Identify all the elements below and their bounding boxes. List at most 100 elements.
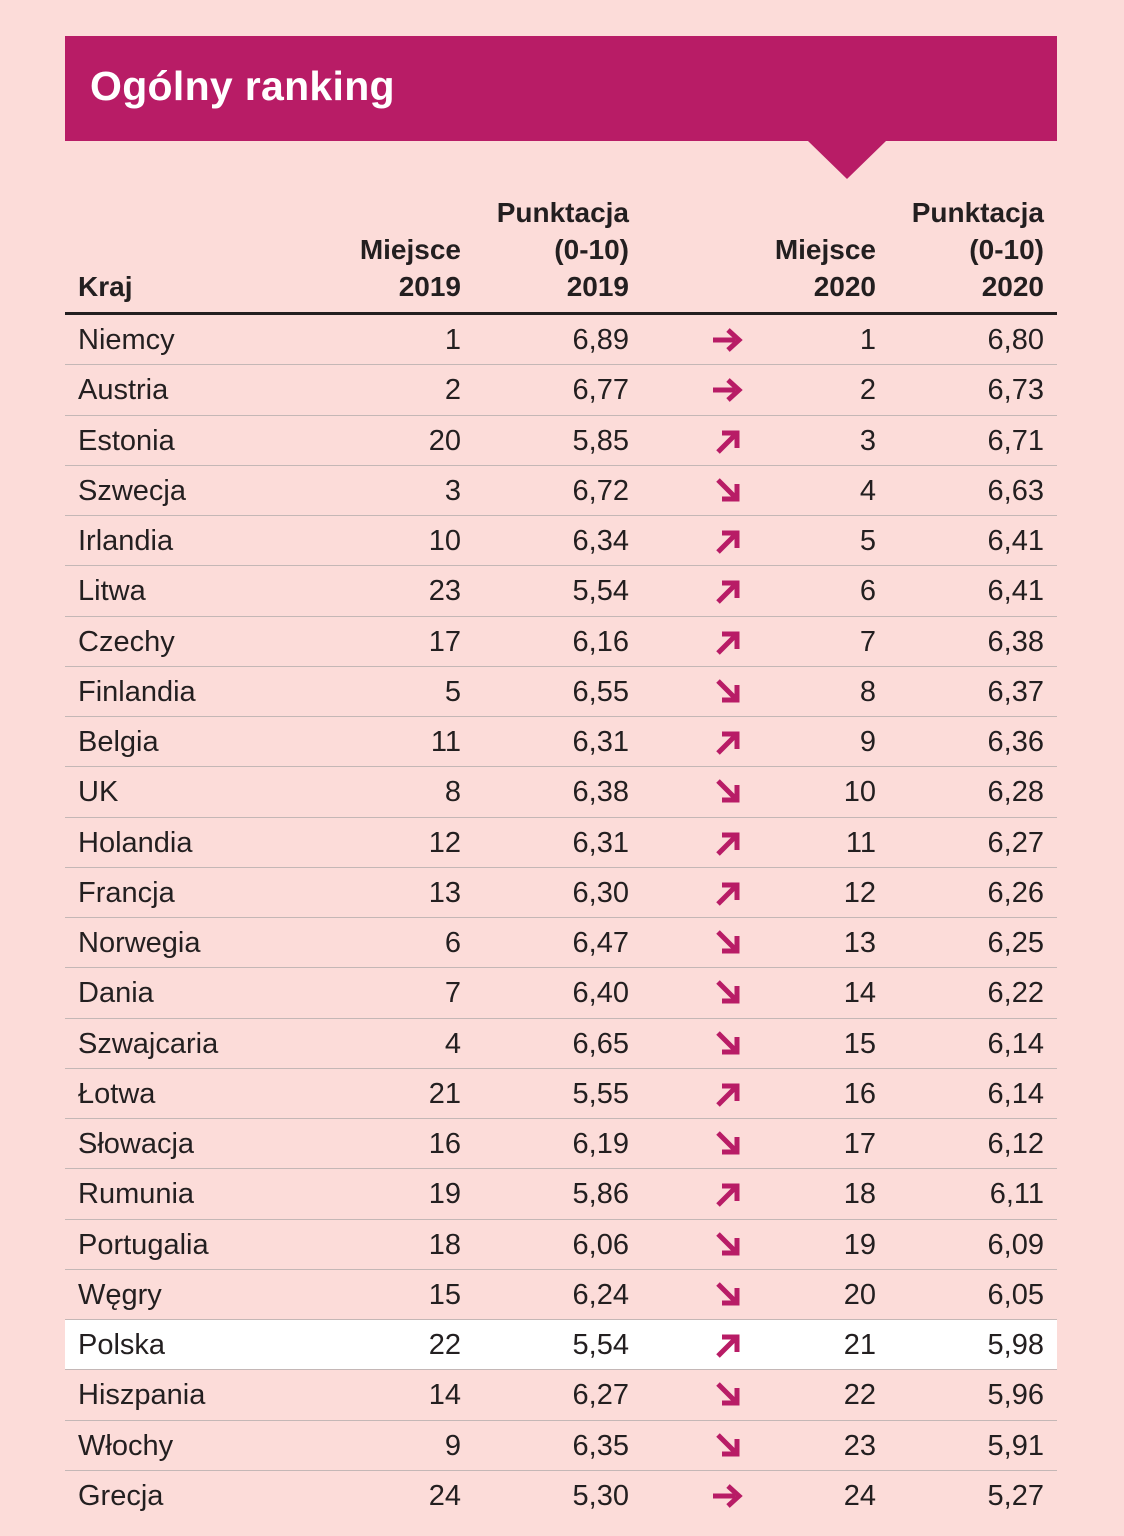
rank-2020-cell: 20 [843, 1278, 876, 1311]
rank-2020-cell: 3 [859, 424, 876, 457]
country-cell: Austria [78, 374, 169, 407]
header-score-2020-line3: 2020 [981, 271, 1044, 302]
score-2020-cell: 6,80 [987, 324, 1044, 356]
rank-2020-cell: 2 [859, 374, 876, 407]
arrow-up-right-icon [705, 566, 749, 616]
score-2019-cell: 6,55 [572, 675, 629, 708]
rank-2019-cell: 2 [444, 374, 461, 407]
arrow-down-right-icon [705, 1220, 749, 1270]
rank-2020-cell: 16 [843, 1077, 876, 1110]
score-2019-cell: 6,30 [572, 876, 629, 909]
rank-2019-cell: 4 [444, 1027, 461, 1060]
score-2019-cell: 6,31 [572, 826, 629, 859]
rank-2019-cell: 17 [428, 625, 461, 658]
country-cell: Włochy [78, 1429, 174, 1462]
rank-2020-cell: 1 [859, 324, 876, 356]
table-row: Irlandia 10 6,34 5 6,41 [65, 516, 1057, 567]
score-2019-cell: 6,89 [572, 324, 629, 356]
rank-2019-cell: 7 [444, 977, 461, 1010]
rank-2020-cell: 4 [859, 474, 876, 507]
rank-2020-cell: 24 [843, 1479, 876, 1512]
table-row: Francja 13 6,30 12 6,26 [65, 868, 1057, 918]
score-2019-cell: 5,55 [572, 1077, 629, 1110]
arrow-down-right-icon [705, 1370, 749, 1420]
arrow-up-right-icon [705, 868, 749, 918]
rank-2020-cell: 10 [843, 776, 876, 809]
table-row: Szwajcaria 4 6,65 15 6,14 [65, 1019, 1057, 1069]
arrow-down-right-icon [705, 918, 749, 968]
country-cell: Szwajcaria [78, 1027, 219, 1060]
table-row: Finlandia 5 6,55 8 6,37 [65, 667, 1057, 717]
rank-2020-cell: 6 [859, 575, 876, 608]
table-row: Łotwa 21 5,55 16 6,14 [65, 1069, 1057, 1119]
header-score-2019-line3: 2019 [566, 271, 629, 302]
score-2020-cell: 6,27 [987, 826, 1044, 859]
score-2019-cell: 5,54 [572, 575, 629, 608]
rank-2020-cell: 11 [845, 826, 876, 859]
arrow-right-icon [705, 365, 749, 415]
title-banner: Ogólny ranking [65, 36, 1057, 141]
score-2019-cell: 5,86 [572, 1178, 629, 1211]
rank-2019-cell: 12 [428, 826, 461, 859]
score-2020-cell: 6,41 [987, 525, 1044, 557]
rank-2020-cell: 12 [843, 876, 876, 909]
country-cell: Estonia [78, 424, 175, 457]
score-2019-cell: 6,31 [572, 726, 629, 758]
table-row: Portugalia 18 6,06 19 6,09 [65, 1220, 1057, 1270]
score-2020-cell: 6,73 [987, 374, 1044, 407]
header-rank-2020-line2: 2020 [813, 271, 876, 302]
rank-2020-cell: 23 [843, 1429, 876, 1462]
country-cell: Hiszpania [78, 1379, 206, 1412]
table-row: Austria 2 6,77 2 6,73 [65, 365, 1057, 416]
rank-2019-cell: 18 [428, 1228, 461, 1261]
rank-2019-cell: 16 [428, 1128, 461, 1160]
rank-2020-cell: 5 [859, 525, 876, 557]
table-row: Estonia 20 5,85 3 6,71 [65, 416, 1057, 466]
table-row: Norwegia 6 6,47 13 6,25 [65, 918, 1057, 969]
arrow-up-right-icon [705, 1320, 749, 1370]
score-2019-cell: 5,54 [572, 1329, 629, 1361]
score-2020-cell: 6,14 [987, 1027, 1044, 1060]
table-row: Grecja 24 5,30 24 5,27 [65, 1471, 1057, 1521]
rank-2020-cell: 22 [843, 1379, 876, 1412]
country-cell: Belgia [78, 726, 159, 758]
country-cell: Dania [78, 977, 154, 1010]
banner-pointer [808, 141, 886, 179]
rank-2020-cell: 15 [843, 1027, 876, 1060]
rank-2020-cell: 17 [843, 1128, 876, 1160]
arrow-right-icon [705, 1471, 749, 1521]
country-cell: Rumunia [78, 1178, 195, 1211]
rank-2019-cell: 6 [444, 927, 461, 959]
arrow-up-right-icon [705, 1069, 749, 1119]
score-2019-cell: 6,06 [572, 1228, 629, 1261]
country-cell: Grecja [78, 1479, 164, 1512]
score-2020-cell: 6,26 [987, 876, 1044, 909]
score-2020-cell: 6,28 [987, 776, 1044, 809]
table-row: Litwa 23 5,54 6 6,41 [65, 566, 1057, 617]
score-2020-cell: 6,37 [987, 675, 1044, 708]
country-cell: Irlandia [78, 525, 174, 557]
score-2019-cell: 5,85 [572, 424, 629, 457]
header-divider [65, 312, 1057, 315]
score-2020-cell: 6,05 [987, 1278, 1044, 1311]
country-cell: Łotwa [78, 1077, 156, 1110]
rank-2019-cell: 22 [428, 1329, 461, 1361]
score-2020-cell: 5,27 [987, 1479, 1044, 1512]
arrow-up-right-icon [705, 1169, 749, 1219]
table-row: Rumunia 19 5,86 18 6,11 [65, 1169, 1057, 1220]
country-cell: Finlandia [78, 675, 196, 708]
header-score-2019-line1: Punktacja [496, 197, 629, 228]
score-2020-cell: 6,25 [987, 927, 1044, 959]
table-row: Włochy 9 6,35 23 5,91 [65, 1421, 1057, 1471]
score-2019-cell: 6,34 [572, 525, 629, 557]
country-cell: Holandia [78, 826, 193, 859]
score-2019-cell: 6,72 [572, 474, 629, 507]
rank-2019-cell: 20 [428, 424, 461, 457]
score-2019-cell: 6,38 [572, 776, 629, 809]
score-2020-cell: 5,96 [987, 1379, 1044, 1412]
rank-2020-cell: 13 [843, 927, 876, 959]
score-2020-cell: 5,91 [987, 1429, 1044, 1462]
country-cell: Francja [78, 876, 175, 909]
arrow-down-right-icon [705, 1421, 749, 1471]
score-2019-cell: 6,65 [572, 1027, 629, 1060]
